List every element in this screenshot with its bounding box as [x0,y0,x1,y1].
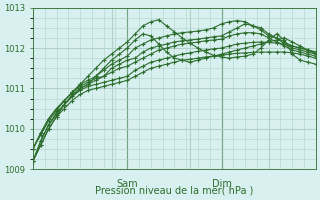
Text: Sam: Sam [116,179,138,189]
X-axis label: Pression niveau de la mer( hPa ): Pression niveau de la mer( hPa ) [95,186,253,196]
Text: Dim: Dim [212,179,231,189]
